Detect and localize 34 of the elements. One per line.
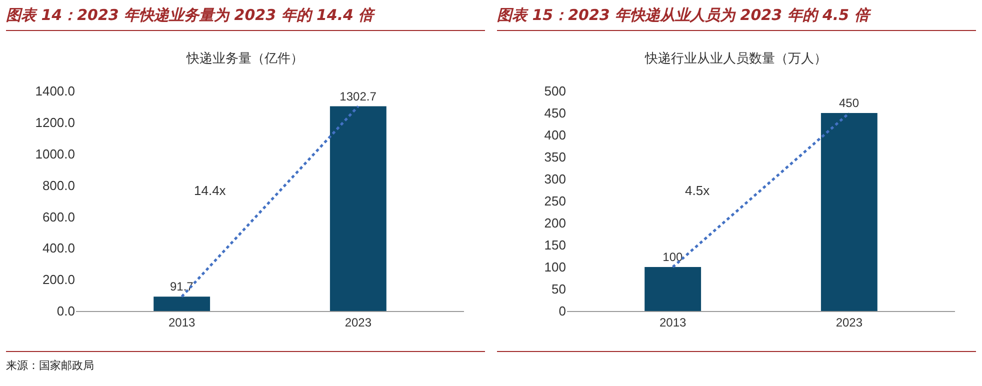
- y-tick-label: 0: [558, 304, 566, 319]
- y-tick-label: 50: [552, 282, 566, 297]
- annotation: 14.4x: [194, 183, 226, 198]
- chart-title: 图表 14：2023 年快递业务量为 2023 年的 14.4 倍: [6, 0, 485, 31]
- y-tick-label: 600.0: [42, 209, 75, 224]
- x-tick-label: 2013: [168, 315, 196, 330]
- y-tick-label: 400.0: [42, 240, 75, 256]
- data-label: 1302.7: [340, 89, 377, 104]
- y-tick-label: 400: [544, 128, 566, 143]
- y-tick-label: 1400.0: [35, 84, 75, 99]
- x-tick-label: 2013: [659, 315, 686, 330]
- y-tick-label: 800.0: [42, 178, 75, 193]
- annotation: 4.5x: [685, 183, 710, 198]
- y-tick-label: 450: [544, 106, 566, 121]
- y-tick-label: 500: [544, 84, 566, 99]
- x-tick-label: 2023: [344, 315, 372, 330]
- y-tick-label: 200.0: [42, 272, 75, 288]
- y-tick-label: 100: [544, 260, 566, 275]
- data-label: 100: [662, 250, 683, 264]
- y-tick-label: 150: [544, 238, 566, 253]
- data-label: 450: [839, 96, 860, 110]
- chart-title: 图表 15：2023 年快递从业人员为 2023 年的 4.5 倍: [497, 0, 976, 31]
- y-tick-label: 300: [544, 172, 566, 187]
- y-tick-label: 0.0: [56, 304, 75, 319]
- y-tick-label: 250: [544, 194, 566, 209]
- source-note: 来源：国家邮政局: [6, 351, 485, 384]
- chart-subtitle: 快递业务量（亿件）: [186, 52, 304, 66]
- y-tick-label: 1200.0: [35, 114, 75, 130]
- y-tick-label: 1000.0: [35, 146, 75, 162]
- y-tick-label: 200: [544, 216, 566, 231]
- chart-subtitle: 快递行业从业人员数量（万人）: [644, 52, 827, 66]
- data-label: 91.7: [170, 280, 194, 294]
- y-tick-label: 350: [544, 150, 566, 165]
- x-tick-label: 2023: [836, 315, 863, 330]
